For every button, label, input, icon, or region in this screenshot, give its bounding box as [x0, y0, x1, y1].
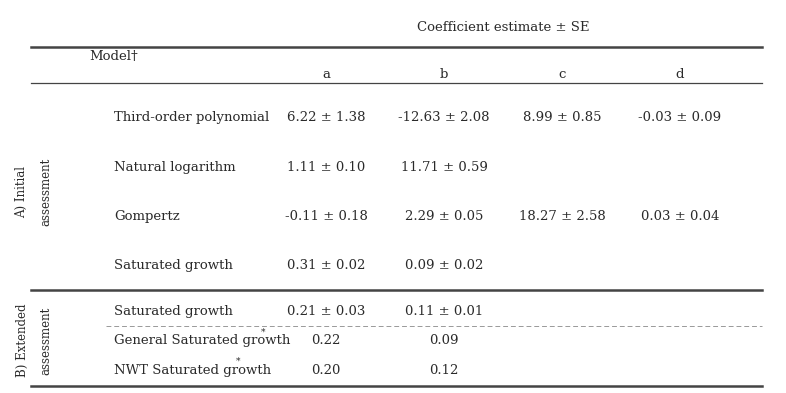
Text: 0.09: 0.09 [429, 334, 459, 347]
Text: d: d [676, 68, 684, 81]
Text: 0.21 ± 0.03: 0.21 ± 0.03 [287, 305, 365, 318]
Text: assessment: assessment [39, 158, 52, 226]
Text: 18.27 ± 2.58: 18.27 ± 2.58 [519, 209, 605, 223]
Text: 0.31 ± 0.02: 0.31 ± 0.02 [287, 259, 365, 272]
Text: assessment: assessment [39, 307, 52, 375]
Text: b: b [440, 68, 448, 81]
Text: *: * [236, 357, 241, 366]
Text: Coefficient estimate ± SE: Coefficient estimate ± SE [417, 21, 590, 34]
Text: Gompertz: Gompertz [114, 209, 180, 223]
Text: A) Initial: A) Initial [16, 165, 28, 218]
Text: NWT Saturated growth: NWT Saturated growth [114, 364, 271, 377]
Text: a: a [322, 68, 330, 81]
Text: -12.63 ± 2.08: -12.63 ± 2.08 [399, 111, 490, 125]
Text: 1.11 ± 0.10: 1.11 ± 0.10 [287, 160, 365, 174]
Text: Model†: Model† [90, 50, 138, 64]
Text: Third-order polynomial: Third-order polynomial [114, 111, 270, 125]
Text: *: * [261, 328, 266, 336]
Text: 2.29 ± 0.05: 2.29 ± 0.05 [405, 209, 483, 223]
Text: 0.12: 0.12 [429, 364, 459, 377]
Text: General Saturated growth: General Saturated growth [114, 334, 290, 347]
Text: 11.71 ± 0.59: 11.71 ± 0.59 [401, 160, 487, 174]
Text: -0.03 ± 0.09: -0.03 ± 0.09 [638, 111, 722, 125]
Text: 0.09 ± 0.02: 0.09 ± 0.02 [405, 259, 483, 272]
Text: 6.22 ± 1.38: 6.22 ± 1.38 [287, 111, 365, 125]
Text: 0.11 ± 0.01: 0.11 ± 0.01 [405, 305, 483, 318]
Text: 0.03 ± 0.04: 0.03 ± 0.04 [641, 209, 719, 223]
Text: Saturated growth: Saturated growth [114, 305, 233, 318]
Text: 8.99 ± 0.85: 8.99 ± 0.85 [523, 111, 601, 125]
Text: B) Extended: B) Extended [16, 304, 28, 378]
Text: 0.22: 0.22 [311, 334, 341, 347]
Text: -0.11 ± 0.18: -0.11 ± 0.18 [285, 209, 368, 223]
Text: 0.20: 0.20 [311, 364, 341, 377]
Text: Saturated growth: Saturated growth [114, 259, 233, 272]
Text: Natural logarithm: Natural logarithm [114, 160, 236, 174]
Text: c: c [558, 68, 566, 81]
